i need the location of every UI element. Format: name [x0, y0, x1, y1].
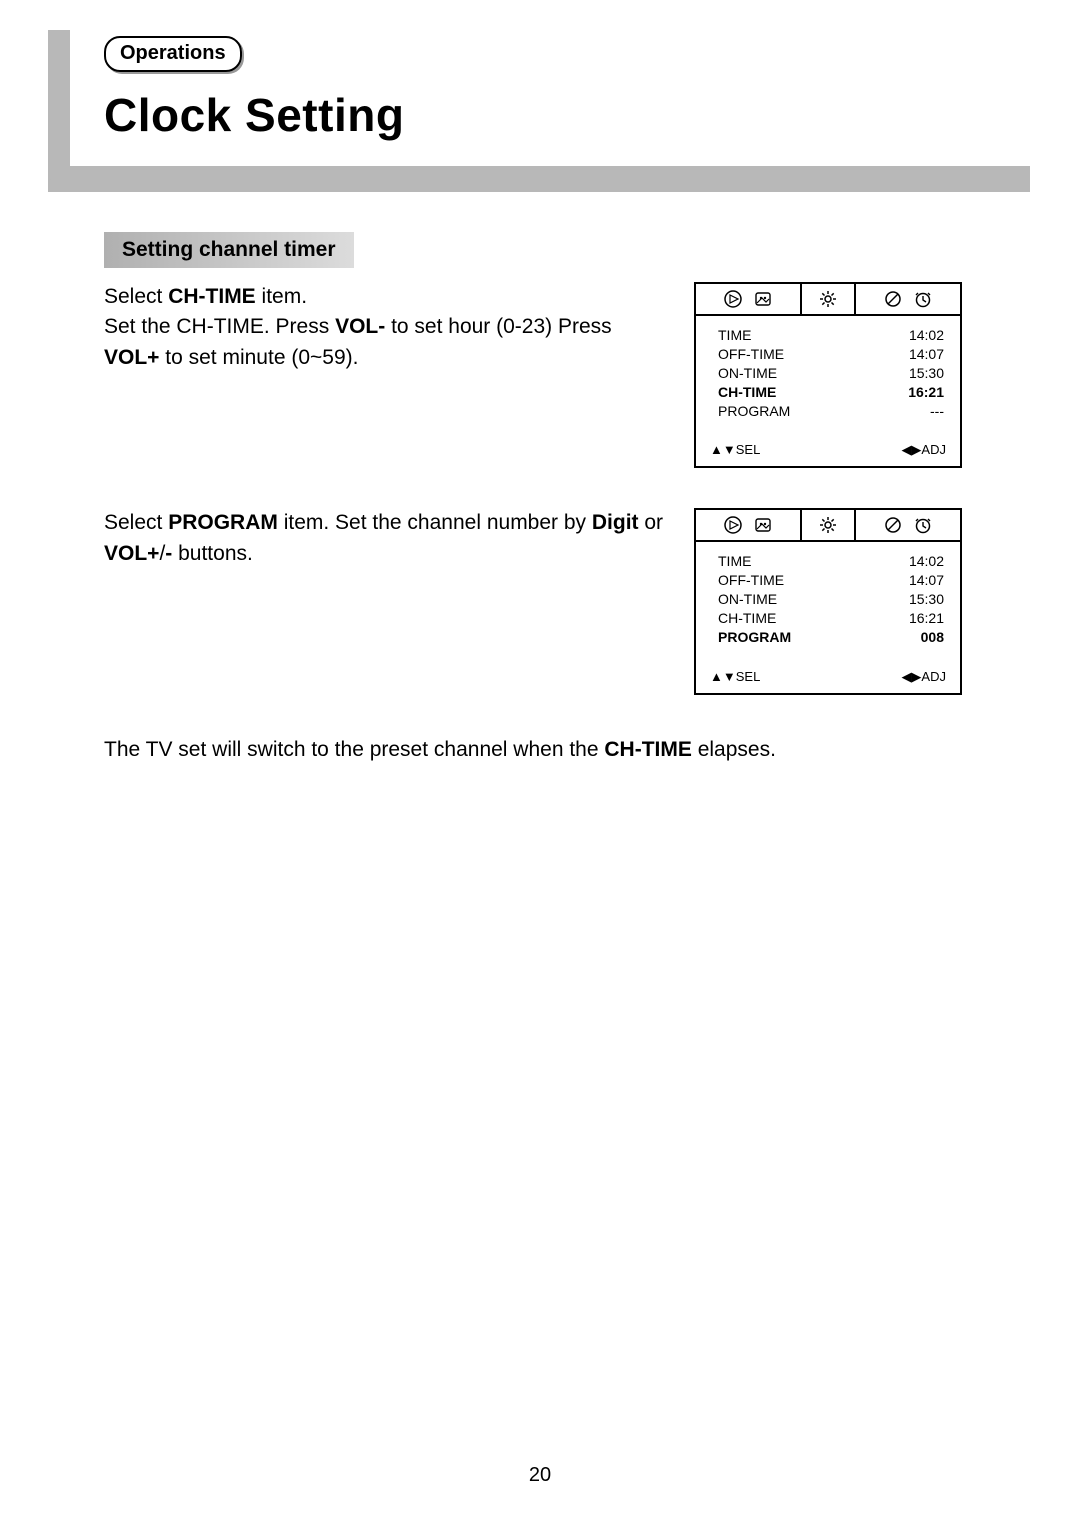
- text: Select: [104, 511, 168, 534]
- text-bold: VOL+: [104, 346, 159, 369]
- osd-row: OFF-TIME 14:07: [718, 571, 944, 590]
- osd-icon-row: [696, 510, 960, 542]
- palette-icon: [753, 516, 773, 534]
- side-tab: [48, 30, 70, 180]
- no-icon: [883, 516, 903, 534]
- palette-icon: [753, 290, 773, 308]
- page-title: Clock Setting: [104, 88, 1030, 142]
- triangle-icon: [723, 290, 743, 308]
- step-row: Select PROGRAM item. Set the channel num…: [104, 508, 1030, 694]
- instruction-text: Select CH-TIME item. Set the CH-TIME. Pr…: [104, 282, 664, 373]
- text-bold: VOL-: [335, 315, 385, 338]
- osd-footer-left: ▲▼SEL: [710, 669, 760, 685]
- osd-icon-cell: [696, 284, 802, 314]
- gear-icon: [818, 516, 838, 534]
- osd-label: PROGRAM: [718, 402, 790, 421]
- osd-value: 15:30: [909, 590, 944, 609]
- osd-label: ON-TIME: [718, 590, 777, 609]
- osd-label: CH-TIME: [718, 609, 776, 628]
- text: buttons.: [172, 542, 253, 565]
- osd-label: TIME: [718, 552, 751, 571]
- no-icon: [883, 290, 903, 308]
- osd-row: TIME 14:02: [718, 552, 944, 571]
- text: to set minute (0~59).: [159, 346, 358, 369]
- section-pill: Operations: [104, 36, 242, 72]
- osd-value: ---: [930, 402, 944, 421]
- osd-label: PROGRAM: [718, 628, 791, 647]
- text-bold: VOL+: [104, 542, 159, 565]
- osd-row: ON-TIME 15:30: [718, 364, 944, 383]
- page-number: 20: [0, 1464, 1080, 1487]
- osd-body: TIME 14:02 OFF-TIME 14:07 ON-TIME 15:30 CH-…: [696, 316, 960, 436]
- osd-icon-row: [696, 284, 960, 316]
- osd-icon-cell: [696, 510, 802, 540]
- osd-icon-cell: [802, 284, 856, 314]
- divider-bar: [48, 166, 1030, 192]
- osd-label: OFF-TIME: [718, 345, 784, 364]
- osd-label: CH-TIME: [718, 383, 776, 402]
- osd-footer: ▲▼SEL ◀▶ADJ: [696, 436, 960, 466]
- osd-footer-right: ◀▶ADJ: [901, 669, 946, 685]
- osd-icon-cell: [856, 510, 960, 540]
- osd-value: 008: [921, 628, 944, 647]
- osd-icon-cell: [856, 284, 960, 314]
- triangle-icon: [723, 516, 743, 534]
- osd-footer-left: ▲▼SEL: [710, 442, 760, 458]
- osd-row: CH-TIME 16:21: [718, 609, 944, 628]
- osd-panel: TIME 14:02 OFF-TIME 14:07 ON-TIME 15:30 CH-…: [694, 508, 962, 694]
- subsection-heading: Setting channel timer: [104, 232, 354, 268]
- osd-value: 14:02: [909, 326, 944, 345]
- osd-panel: TIME 14:02 OFF-TIME 14:07 ON-TIME 15:30 CH-…: [694, 282, 962, 468]
- osd-footer-right: ◀▶ADJ: [901, 442, 946, 458]
- osd-row: ON-TIME 15:30: [718, 590, 944, 609]
- text: elapses.: [692, 738, 776, 761]
- step-row: The TV set will switch to the preset cha…: [104, 735, 1030, 765]
- text-bold: CH-TIME: [168, 285, 256, 308]
- gear-icon: [818, 290, 838, 308]
- osd-footer: ▲▼SEL ◀▶ADJ: [696, 663, 960, 693]
- step-row: Select CH-TIME item. Set the CH-TIME. Pr…: [104, 282, 1030, 468]
- osd-body: TIME 14:02 OFF-TIME 14:07 ON-TIME 15:30 CH-…: [696, 542, 960, 662]
- osd-label: OFF-TIME: [718, 571, 784, 590]
- osd-value: 14:02: [909, 552, 944, 571]
- clock-icon: [913, 290, 933, 308]
- text-bold: Digit: [592, 511, 639, 534]
- text: item. Set the channel number by: [278, 511, 592, 534]
- text-bold: PROGRAM: [168, 511, 278, 534]
- osd-value: 15:30: [909, 364, 944, 383]
- osd-value: 16:21: [909, 609, 944, 628]
- osd-row: PROGRAM 008: [718, 628, 944, 647]
- instruction-text: Select PROGRAM item. Set the channel num…: [104, 508, 664, 569]
- osd-value: 16:21: [908, 383, 944, 402]
- text: or: [639, 511, 664, 534]
- osd-row: CH-TIME 16:21: [718, 383, 944, 402]
- text: to set hour (0-23) Press: [385, 315, 611, 338]
- osd-value: 14:07: [909, 345, 944, 364]
- text: The TV set will switch to the preset cha…: [104, 738, 604, 761]
- osd-label: TIME: [718, 326, 751, 345]
- text-bold: CH-TIME: [604, 738, 692, 761]
- osd-row: PROGRAM ---: [718, 402, 944, 421]
- osd-row: TIME 14:02: [718, 326, 944, 345]
- clock-icon: [913, 516, 933, 534]
- osd-row: OFF-TIME 14:07: [718, 345, 944, 364]
- instruction-text: The TV set will switch to the preset cha…: [104, 735, 804, 765]
- osd-value: 14:07: [909, 571, 944, 590]
- osd-label: ON-TIME: [718, 364, 777, 383]
- osd-icon-cell: [802, 510, 856, 540]
- text: Select: [104, 285, 168, 308]
